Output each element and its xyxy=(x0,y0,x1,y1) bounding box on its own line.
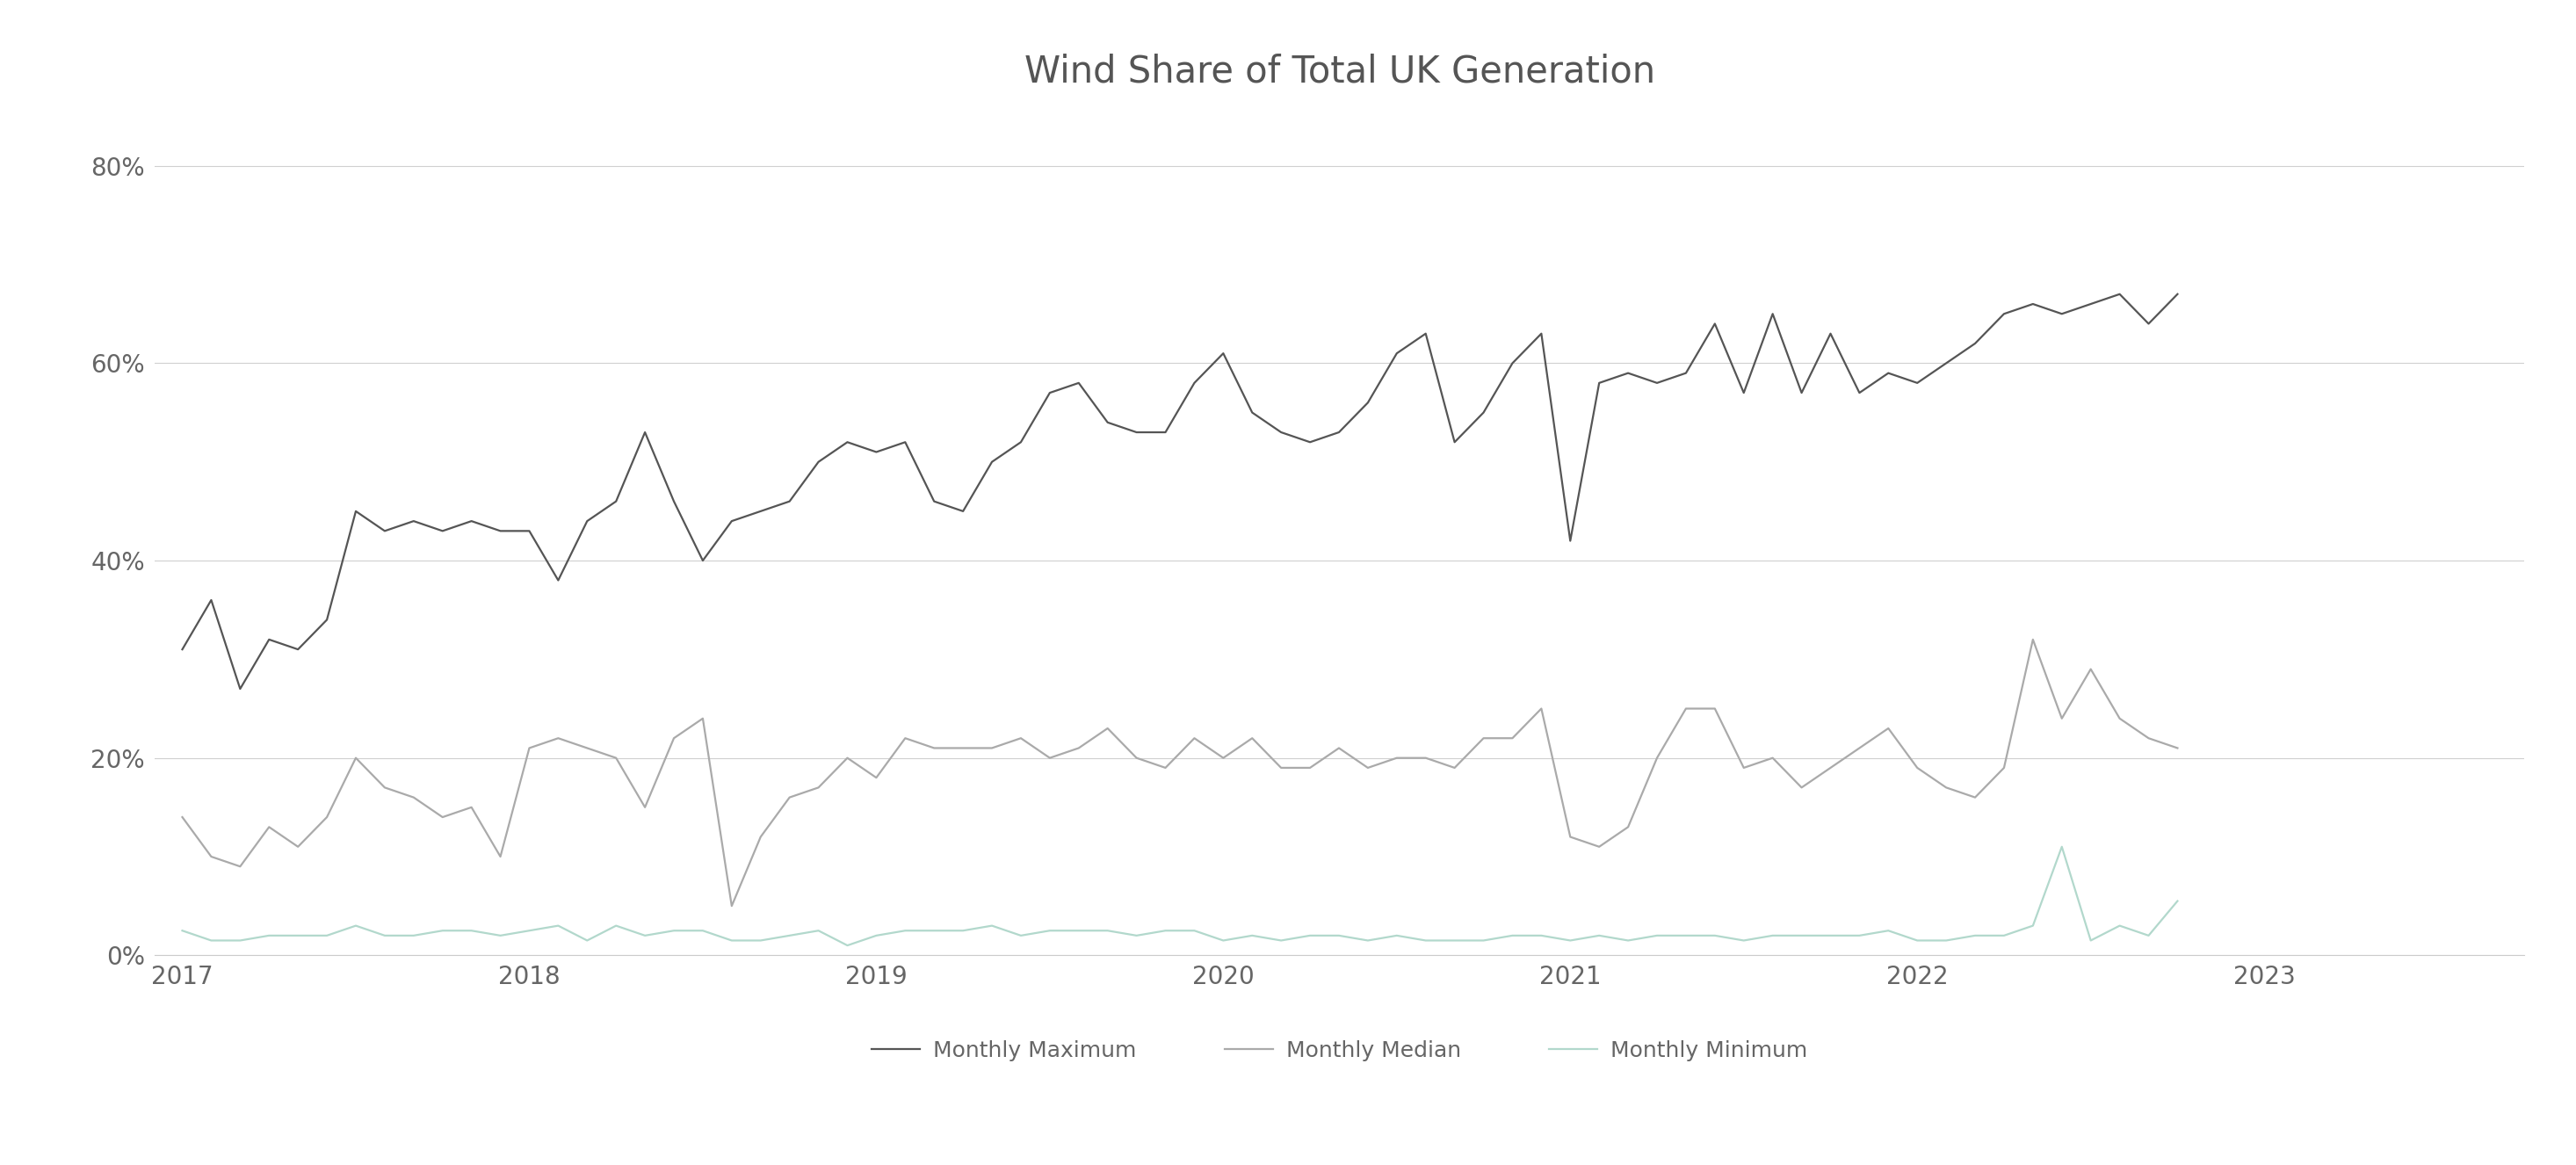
Monthly Minimum xyxy=(629,929,659,942)
Monthly Minimum xyxy=(775,929,806,942)
Monthly Minimum xyxy=(832,939,863,953)
Monthly Median xyxy=(428,810,459,824)
Monthly Minimum xyxy=(2161,894,2192,908)
Monthly Minimum xyxy=(1901,933,1932,947)
Monthly Median xyxy=(716,899,747,913)
Monthly Median xyxy=(629,800,659,814)
Monthly Minimum xyxy=(167,924,198,938)
Monthly Median xyxy=(2161,741,2192,755)
Monthly Minimum xyxy=(428,924,459,938)
Monthly Maximum xyxy=(2161,287,2192,301)
Line: Monthly Maximum: Monthly Maximum xyxy=(183,294,2177,689)
Monthly Maximum xyxy=(224,682,255,696)
Monthly Median xyxy=(167,810,198,824)
Monthly Maximum xyxy=(167,642,198,656)
Monthly Median xyxy=(804,781,835,795)
Monthly Median xyxy=(1296,761,1327,775)
Monthly Minimum xyxy=(2045,840,2076,854)
Line: Monthly Minimum: Monthly Minimum xyxy=(183,847,2177,946)
Legend: Monthly Maximum, Monthly Median, Monthly Minimum: Monthly Maximum, Monthly Median, Monthly… xyxy=(863,1031,1816,1071)
Monthly Maximum xyxy=(1901,376,1932,390)
Line: Monthly Median: Monthly Median xyxy=(183,640,2177,906)
Title: Wind Share of Total UK Generation: Wind Share of Total UK Generation xyxy=(1025,54,1654,90)
Monthly Maximum xyxy=(659,494,690,508)
Monthly Median xyxy=(2017,633,2048,647)
Monthly Minimum xyxy=(1036,924,1066,938)
Monthly Maximum xyxy=(2105,287,2136,301)
Monthly Median xyxy=(1901,761,1932,775)
Monthly Median xyxy=(1036,751,1066,765)
Monthly Maximum xyxy=(1296,436,1327,450)
Monthly Minimum xyxy=(1296,929,1327,942)
Monthly Maximum xyxy=(456,514,487,528)
Monthly Maximum xyxy=(804,454,835,468)
Monthly Maximum xyxy=(1036,386,1066,400)
